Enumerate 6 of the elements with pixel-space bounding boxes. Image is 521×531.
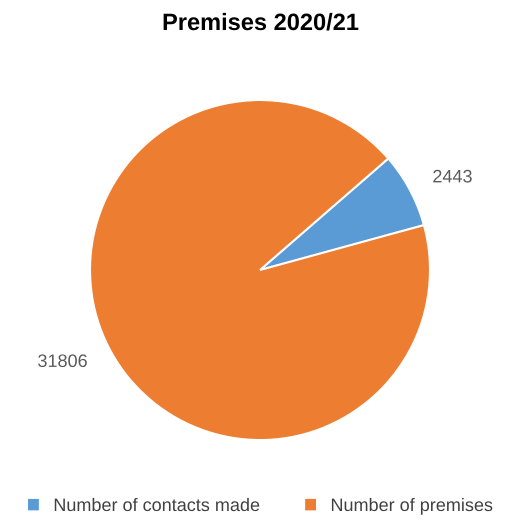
data-label: 31806	[38, 354, 87, 368]
pie-slice	[88, 98, 432, 442]
data-label: 2443	[433, 170, 472, 183]
legend-label: Number of contacts made	[54, 498, 260, 512]
chart-title: Premises 2020/21	[164, 12, 358, 30]
legend-label: Number of premises	[332, 498, 492, 515]
